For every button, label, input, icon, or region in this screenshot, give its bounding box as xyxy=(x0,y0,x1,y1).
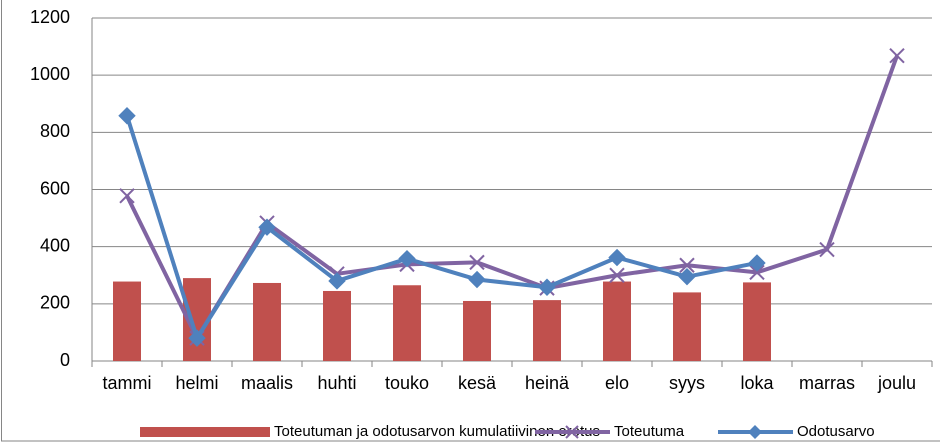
x-tick-label: elo xyxy=(605,373,629,393)
point xyxy=(118,107,136,125)
y-tick-label: 600 xyxy=(40,178,70,198)
point xyxy=(749,264,765,281)
legend-marker xyxy=(565,425,579,439)
bar xyxy=(743,282,771,361)
x-tick-label: maalis xyxy=(241,373,293,393)
point xyxy=(748,254,766,272)
point xyxy=(608,248,626,267)
point xyxy=(538,278,556,296)
point xyxy=(398,249,416,268)
x-tick-label: kesä xyxy=(458,373,497,393)
bar xyxy=(113,281,141,361)
point xyxy=(188,329,206,347)
y-tick-label: 0 xyxy=(60,350,70,370)
bar xyxy=(673,292,701,361)
x-tick-label: marras xyxy=(799,373,855,393)
point xyxy=(468,270,486,289)
legend-swatch xyxy=(140,427,270,437)
y-tick-label: 200 xyxy=(40,293,70,313)
x-tick-label: tammi xyxy=(103,373,152,393)
legend-label: Toteutuma xyxy=(614,423,685,440)
x-tick-label: heinä xyxy=(525,373,570,393)
point xyxy=(469,254,485,271)
point xyxy=(819,241,835,258)
bar xyxy=(463,300,491,361)
bar xyxy=(253,282,281,361)
point xyxy=(679,257,695,273)
bar xyxy=(323,290,351,361)
line xyxy=(125,115,758,341)
x-tick-label: joulu xyxy=(877,373,916,393)
bar xyxy=(393,285,421,361)
point xyxy=(258,218,276,236)
y-tick-label: 1200 xyxy=(30,7,70,27)
y-tick-label: 800 xyxy=(40,121,70,141)
point xyxy=(119,188,135,204)
x-tick-label: helmi xyxy=(175,373,218,393)
x-tick-label: touko xyxy=(385,373,429,393)
point xyxy=(678,267,696,286)
point xyxy=(609,267,625,283)
y-tick-label: 400 xyxy=(40,235,70,255)
y-tick-label: 1000 xyxy=(30,64,70,84)
x-tick-label: syys xyxy=(669,373,705,393)
point xyxy=(328,272,346,290)
bar xyxy=(533,300,561,361)
x-tick-label: loka xyxy=(740,373,774,393)
legend-label: Toteutuman ja odotusarvon kumulatiivinen… xyxy=(274,423,600,440)
line xyxy=(125,55,899,341)
legend-label: Odotusarvo xyxy=(797,423,875,440)
point xyxy=(889,48,905,64)
bar xyxy=(603,281,631,361)
legend-marker xyxy=(748,425,762,439)
x-tick-label: huhti xyxy=(317,373,356,393)
